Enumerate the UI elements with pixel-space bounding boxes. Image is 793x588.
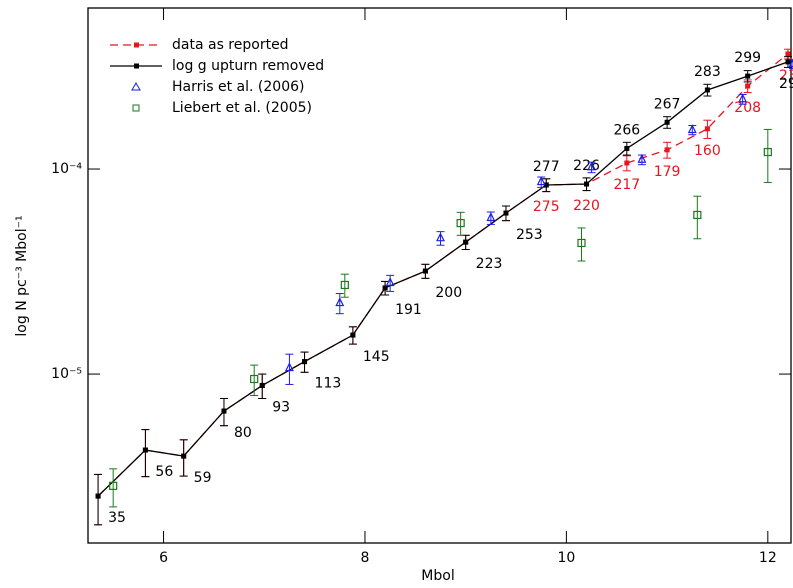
marker (704, 126, 710, 132)
x-tick-label: 12 (759, 550, 777, 566)
marker (463, 239, 469, 245)
point-label: 277 (533, 159, 560, 175)
marker (486, 212, 496, 222)
point-label: 217 (613, 177, 640, 193)
point-label: 145 (363, 349, 390, 365)
marker (456, 218, 465, 228)
marker (340, 280, 349, 290)
marker (259, 382, 265, 388)
marker (763, 147, 772, 157)
marker (142, 447, 148, 453)
x-tick-label: 10 (557, 550, 575, 566)
legend-marker (134, 42, 139, 48)
marker (687, 124, 697, 134)
point-label: 80 (234, 425, 252, 441)
point-label: 93 (272, 399, 290, 415)
marker (382, 285, 388, 291)
point-label: 226 (573, 158, 600, 174)
series-line (97, 53, 789, 497)
marker (738, 93, 748, 103)
marker (584, 181, 590, 187)
point-label: 200 (435, 285, 462, 301)
y-tick-label: 10⁻⁴ (51, 161, 82, 177)
point-label: 220 (573, 198, 600, 214)
legend-label: log g upturn removed (172, 58, 324, 74)
marker (745, 73, 751, 79)
marker (422, 268, 428, 274)
point-label: 253 (516, 227, 543, 243)
marker (109, 481, 118, 490)
point-label: 191 (395, 302, 422, 318)
marker (536, 176, 546, 186)
x-tick-label: 8 (361, 550, 370, 566)
marker (664, 119, 670, 125)
marker (664, 147, 670, 153)
legend-marker (134, 63, 139, 69)
x-tick-label: 6 (159, 550, 168, 566)
marker (302, 359, 308, 365)
marker (704, 87, 710, 93)
point-label: 223 (476, 256, 503, 272)
marker (335, 297, 345, 307)
marker (350, 332, 356, 338)
marker (385, 277, 395, 287)
point-label: 266 (613, 122, 640, 138)
marker (95, 493, 101, 499)
point-label: 179 (654, 164, 681, 180)
point-label: 59 (194, 470, 212, 486)
marker (788, 58, 793, 68)
point-label: 56 (155, 464, 173, 480)
legend-label: Liebert et al. (2005) (172, 100, 312, 116)
point-label: 283 (694, 64, 721, 80)
marker (587, 161, 597, 171)
point-label: 299 (734, 50, 761, 66)
marker (503, 210, 509, 216)
marker (693, 210, 702, 220)
point-label: 113 (315, 376, 342, 392)
y-tick-label: 10⁻⁵ (51, 366, 82, 382)
point-label: 23 (779, 68, 793, 84)
marker (181, 453, 187, 459)
legend-label: data as reported (172, 37, 289, 53)
marker (250, 374, 259, 384)
point-label: 160 (694, 143, 721, 159)
marker (624, 160, 630, 166)
legend-marker (132, 104, 140, 112)
marker (543, 182, 549, 188)
legend-marker (131, 81, 141, 91)
marker (785, 59, 791, 65)
marker (745, 83, 751, 89)
marker (637, 153, 647, 163)
point-label: 275 (533, 199, 560, 215)
series-line (97, 61, 789, 497)
marker (221, 408, 227, 414)
point-label: 208 (734, 100, 761, 116)
marker (284, 362, 294, 372)
point-label: 29 (779, 76, 793, 92)
plot-frame (87, 7, 792, 544)
marker (436, 232, 445, 242)
marker (624, 145, 630, 151)
y-axis-label: log N pc⁻³ Mbol⁻¹ (14, 215, 30, 336)
marker (785, 51, 791, 57)
point-label: 267 (654, 96, 681, 112)
marker (577, 238, 586, 248)
x-axis-label: Mbol (421, 568, 454, 584)
legend-label: Harris et al. (2006) (172, 79, 304, 95)
point-label: 35 (108, 510, 126, 526)
